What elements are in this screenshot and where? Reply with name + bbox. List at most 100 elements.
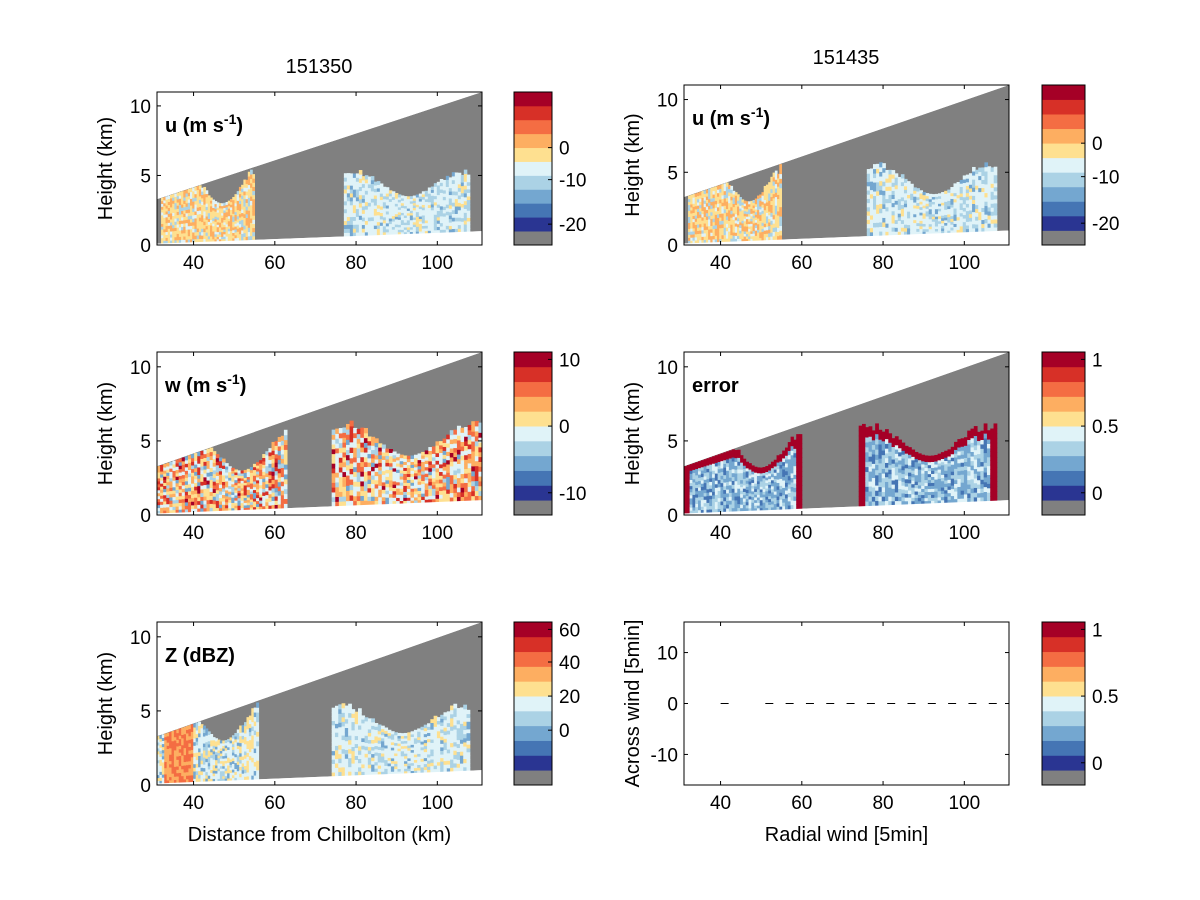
echo-cell [228,502,232,506]
echo-cell [356,490,361,497]
echo-cell [719,184,722,189]
echo-cell [878,462,883,469]
echo-cell [717,508,721,513]
echo-cell [990,191,995,196]
echo-cell [793,444,797,449]
echo-cell [723,467,727,472]
echo-cell [879,221,883,228]
echo-cell [410,494,415,498]
echo-cell [754,219,758,223]
echo-cell [752,220,756,224]
echo-cell [772,235,776,241]
echo-cell [972,166,976,172]
echo-cell [385,219,390,224]
echo-cell [163,497,167,502]
echo-cell [439,490,444,495]
echo-cell [451,213,456,218]
echo-cell [710,191,714,196]
echo-cell [172,470,177,475]
echo-cell [776,465,780,470]
echo-cell [196,193,200,198]
echo-cell [394,208,399,212]
echo-cell [714,217,718,222]
echo-cell [338,432,343,439]
echo-cell [206,480,211,485]
echo-cell [708,229,711,233]
echo-cell [768,504,772,508]
echo-cell [194,238,198,243]
echo-cell [400,231,405,235]
echo-cell [187,198,191,203]
echo-cell [910,199,914,204]
echo-cell [363,490,368,496]
echo-cell [381,455,386,460]
echo-cell [185,196,189,201]
echo-cell [178,220,182,225]
echo-cell [414,472,419,477]
echo-cell [439,441,444,446]
echo-cell [215,457,220,462]
echo-cell [460,185,465,190]
echo-cell [385,196,390,200]
echo-cell [245,209,249,215]
echo-cell [349,212,354,218]
echo-cell [731,499,735,505]
echo-cell [941,220,945,224]
echo-cell [876,195,880,201]
echo-cell [183,209,187,214]
echo-cell [194,214,198,219]
echo-cell [454,187,459,192]
echo-cell [185,232,189,237]
echo-cell [457,172,462,177]
echo-cell [708,232,711,237]
echo-cell [200,504,204,509]
echo-cell [352,216,357,221]
echo-cell [382,228,387,233]
echo-cell [436,185,441,189]
echo-cell [779,499,783,504]
echo-cell [249,507,254,511]
echo-cell [776,479,780,483]
echo-cell [712,194,716,199]
echo-cell [198,234,202,239]
echo-cell [737,507,741,512]
echo-cell [439,482,444,488]
echo-cell [690,225,694,229]
echo-cell [763,223,767,228]
echo-cell [367,483,372,489]
echo-cell [910,205,914,210]
echo-cell [742,458,747,463]
echo-cell [378,500,383,505]
echo-cell [223,212,227,216]
echo-cell [695,484,699,489]
echo-cell [731,496,735,501]
echo-cell [751,479,755,483]
echo-cell [178,502,183,507]
echo-cell [221,215,224,218]
echo-cell [364,216,369,222]
echo-cell [474,425,479,432]
echo-cell [919,201,924,205]
echo-cell [913,222,917,227]
echo-cell [421,222,426,227]
echo-cell [728,220,731,225]
echo-cell [169,484,173,488]
echo-cell [181,216,184,221]
echo-cell [699,214,702,218]
echo-cell [779,187,782,193]
echo-cell [790,445,794,451]
echo-cell [726,489,730,494]
echo-cell [919,206,924,210]
echo-cell [900,223,905,228]
echo-cell [712,232,716,236]
echo-cell [178,472,183,476]
echo-cell [367,462,372,467]
echo-cell [433,214,438,218]
echo-cell [374,488,379,493]
echo-cell [361,187,366,192]
echo-cell [710,239,714,243]
echo-cell [695,506,699,511]
echo-cell [456,430,462,436]
echo-cell [360,485,365,492]
echo-cell [215,468,220,473]
